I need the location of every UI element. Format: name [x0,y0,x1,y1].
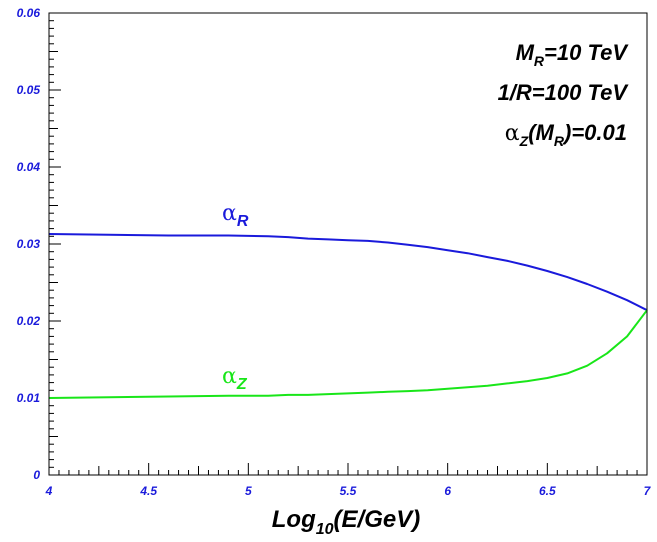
y-tick-label: 0.05 [17,83,41,97]
x-tick-label: 4 [45,484,53,498]
plot-frame [48,12,648,476]
y-tick-label: 0.02 [17,314,41,328]
x-tick-label: 6 [444,484,451,498]
y-tick-label: 0.01 [17,391,41,405]
series-lines [48,233,648,399]
x-tick-label: 4.5 [139,484,157,498]
series-label-alpha-z: αZ [222,364,248,393]
series-line-alpha-r [48,233,648,312]
y-tick-label: 0 [33,468,40,482]
annotation-alpha-z-at-mr: αZ(MR)=0.01 [505,120,627,149]
x-tick-label: 5 [245,484,252,498]
annotation-mr: MR=10 TeV [516,40,630,69]
annotation-inverse-radius: 1/R=100 TeV [498,80,630,105]
series-line-alpha-z [48,309,648,399]
y-tick-label: 0.04 [17,160,41,174]
y-tick-label: 0.03 [17,237,41,251]
x-tick-label: 6.5 [539,484,556,498]
x-tick-label: 5.5 [340,484,357,498]
x-axis-title: Log10(E/GeV) [272,506,420,538]
x-tick-label: 7 [644,484,652,498]
series-label-alpha-r: αR [222,201,249,230]
y-tick-label: 0.06 [17,6,41,20]
tick-labels: 4 4.5 5 5.5 6 6.5 7 0 0.01 0.02 0.03 0.04 0.05 0.06 [17,6,652,498]
